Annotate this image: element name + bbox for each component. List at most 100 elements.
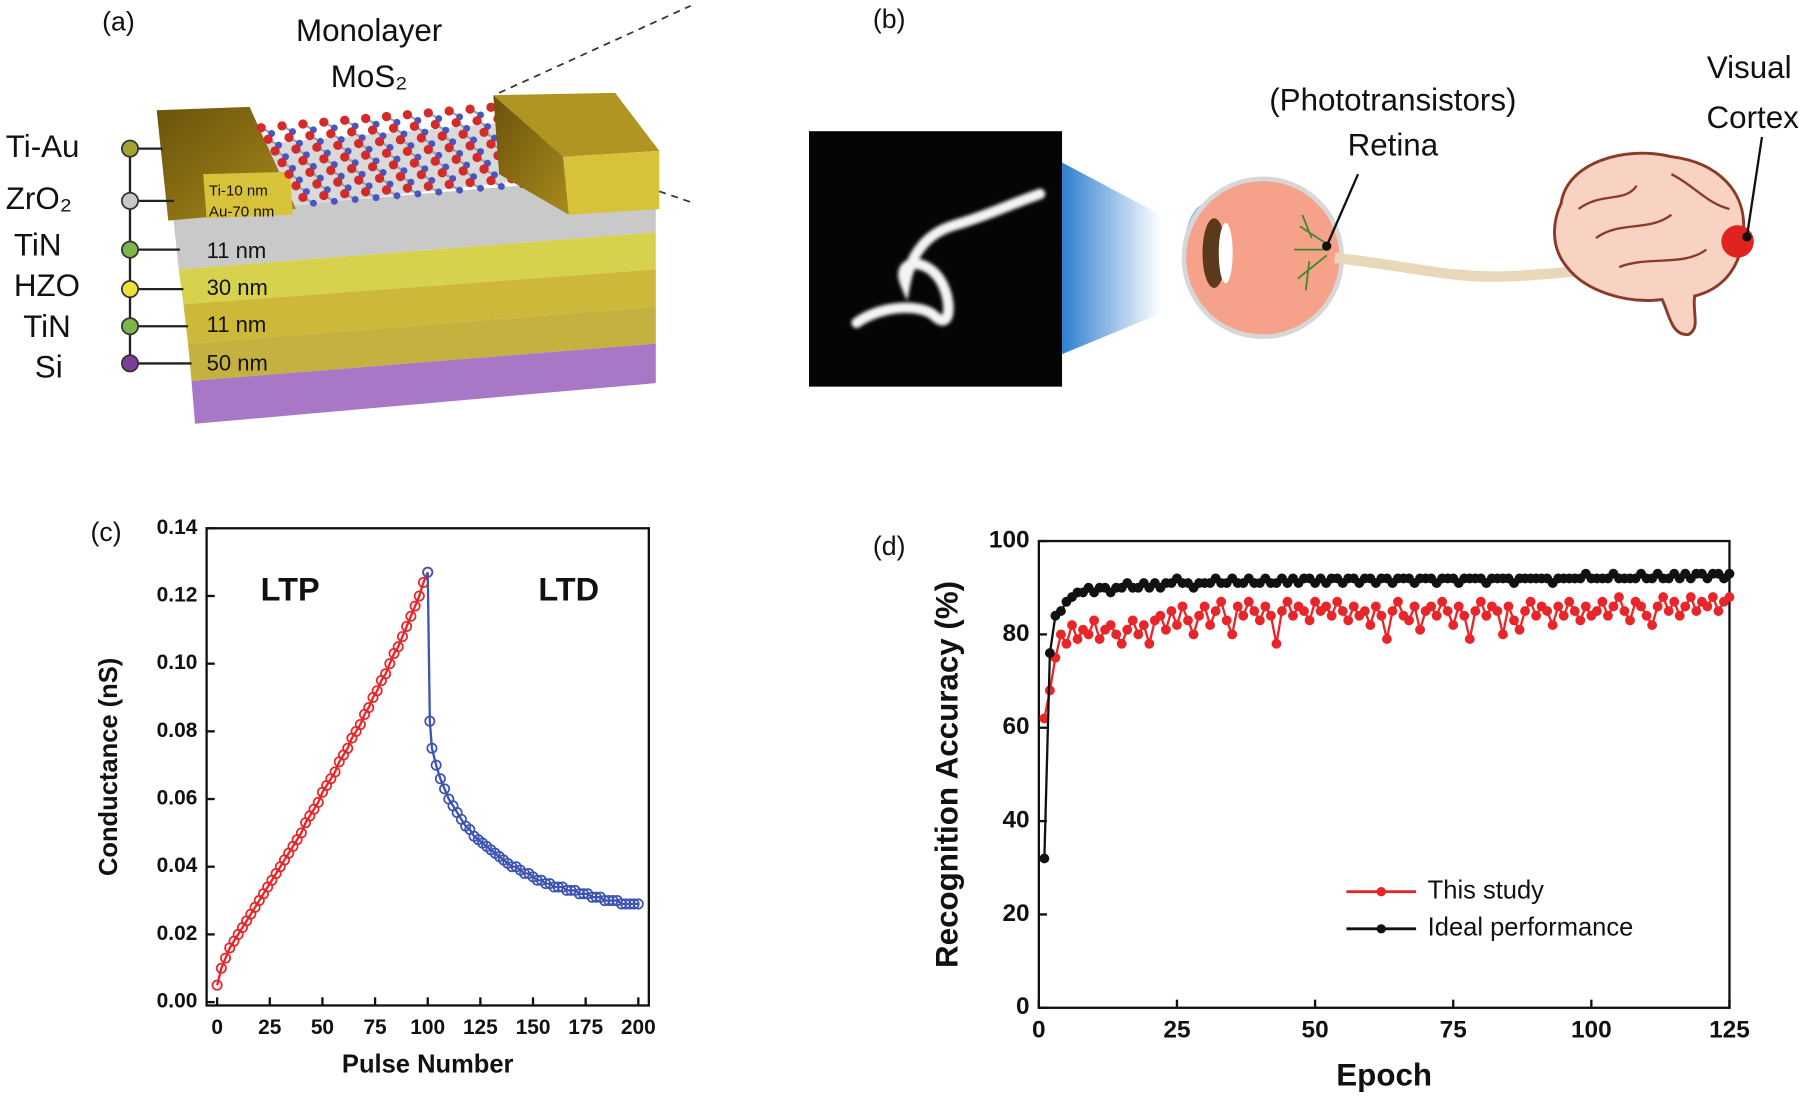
panel-label: (d): [873, 531, 906, 561]
layer-tin: [188, 306, 656, 381]
data-point: [1133, 629, 1144, 640]
data-point: [1177, 601, 1188, 612]
mo-atom: [351, 195, 359, 203]
panel-label: (b): [873, 4, 906, 34]
data-point: [1707, 592, 1718, 602]
sulfur-atom: [340, 115, 350, 125]
data-point: [342, 742, 354, 754]
data-point: [1702, 601, 1713, 612]
data-point: [1498, 629, 1508, 640]
data-point: [1680, 601, 1691, 612]
sulfur-atom: [458, 166, 468, 176]
data-point: [1332, 596, 1343, 607]
data-point: [1602, 610, 1613, 621]
layer-zro2: [172, 174, 656, 270]
data-point: [1415, 624, 1425, 635]
data-point: [392, 641, 404, 653]
y-tick-label: 60: [1002, 713, 1029, 740]
data-point: [1724, 568, 1735, 579]
data-point: [1547, 620, 1558, 630]
data-point: [1183, 615, 1193, 626]
data-point: [1520, 606, 1530, 616]
data-point: [1525, 596, 1536, 607]
sulfur-atom: [451, 117, 461, 128]
series-line: [426, 572, 639, 906]
y-tick-label: 20: [1002, 900, 1029, 927]
data-point: [1453, 601, 1464, 612]
cortex-label: Visual: [1707, 50, 1792, 85]
panel-b: (b) (Phototransistors) Retina Visual Cor…: [809, 4, 1799, 387]
data-point: [1343, 615, 1354, 626]
data-point: [1160, 624, 1171, 635]
mo-atom: [330, 197, 338, 205]
title-line: Monolayer: [296, 13, 442, 48]
data-point: [1387, 606, 1398, 616]
x-tick-label: 25: [1163, 1016, 1190, 1043]
panel-a: (a) Monolayer MoS₂ Ti-10 nm Au-70 nm 11 …: [6, 5, 695, 424]
data-point: [1105, 620, 1116, 630]
data-point: [1299, 606, 1309, 616]
data-point: [1481, 610, 1492, 621]
x-tick-label: 150: [516, 1016, 551, 1039]
data-point: [1575, 615, 1586, 626]
legend-label: This study: [1428, 876, 1545, 904]
data-point: [1509, 615, 1519, 626]
data-point: [1277, 606, 1287, 616]
x-tick-label: 0: [1032, 1016, 1046, 1043]
digit-image: [809, 131, 1063, 387]
data-point: [1288, 610, 1298, 621]
zoom-line: [574, 161, 695, 205]
data-point: [1569, 606, 1580, 616]
sulfur-atom: [326, 129, 336, 139]
y-axis-title: Recognition Accuracy (%): [930, 581, 965, 968]
data-point: [1503, 601, 1514, 612]
leader-dot: [1742, 232, 1752, 242]
sulfur-atom: [381, 148, 392, 158]
sulfur-atom: [409, 158, 420, 168]
data-point: [1321, 601, 1332, 612]
y-tick-label: 0.02: [157, 922, 198, 945]
x-tick-label: 125: [1709, 1016, 1750, 1043]
data-point: [1531, 610, 1542, 621]
data-point: [1205, 620, 1216, 630]
data-point: [1127, 615, 1138, 626]
data-point: [1282, 596, 1293, 607]
data-point: [1044, 648, 1055, 659]
sulfur-atom: [354, 175, 364, 185]
data-point: [409, 600, 421, 612]
sulfur-atom: [284, 132, 294, 143]
data-point: [1580, 601, 1591, 612]
data-point: [1194, 610, 1204, 621]
iris: [1202, 218, 1226, 288]
data-point: [405, 610, 417, 622]
data-point: [413, 590, 425, 602]
y-tick-label: 0.10: [157, 651, 198, 674]
thickness: Ti-10 nm: [209, 183, 268, 200]
x-tick-label: 50: [311, 1016, 334, 1039]
data-point: [422, 566, 434, 578]
panel-label: (a): [102, 6, 135, 36]
thickness: 50 nm: [207, 350, 268, 375]
annotation: LTD: [538, 572, 599, 608]
data-point: [1199, 601, 1210, 612]
sulfur-atom: [444, 106, 454, 116]
data-point: [1470, 606, 1481, 616]
sulfur-atom: [423, 144, 433, 155]
data-point: [354, 719, 366, 731]
mo-atom: [414, 190, 422, 198]
sulfur-atom: [395, 171, 406, 182]
sulfur-atom: [374, 173, 385, 183]
sulfur-atom: [388, 123, 399, 133]
y-tick-label: 0.04: [157, 854, 198, 877]
sulfur-atom: [319, 154, 329, 164]
data-point: [1393, 596, 1403, 607]
mo-atom: [393, 192, 401, 200]
layer-label: TiN: [14, 228, 62, 263]
sulfur-atom: [479, 164, 489, 174]
zoom-line: [498, 5, 691, 94]
sulfur-atom: [305, 130, 315, 141]
sulfur-atom: [360, 187, 371, 197]
data-point: [632, 898, 644, 910]
x-tick-label: 75: [1440, 1016, 1467, 1043]
data-point: [1083, 629, 1094, 640]
